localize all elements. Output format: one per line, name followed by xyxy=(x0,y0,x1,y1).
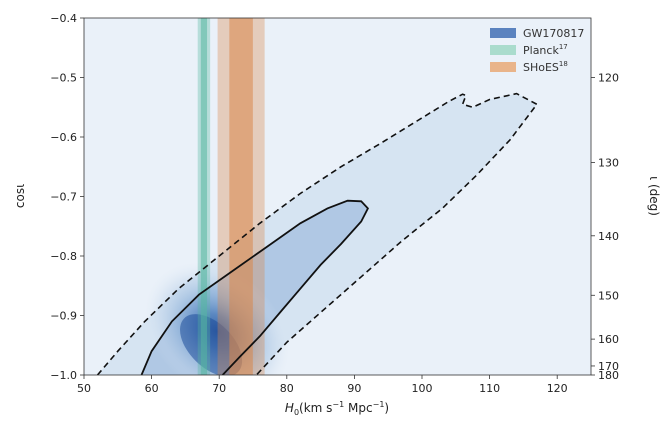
right-tick-label: 180 xyxy=(598,369,619,382)
contours xyxy=(96,92,539,375)
y-tick-label: −0.6 xyxy=(50,131,77,144)
x-axis-label: H0(km s−1 Mpc−1) xyxy=(285,400,389,417)
y-tick-label: −0.9 xyxy=(50,310,77,323)
x-tick-label: 60 xyxy=(145,382,159,395)
x-tick-label: 120 xyxy=(547,382,568,395)
legend-swatch xyxy=(490,62,516,72)
h0-bands xyxy=(197,18,265,375)
right-tick-label: 170 xyxy=(598,360,619,373)
band-shoes-1sigma xyxy=(229,18,253,375)
legend-label: SHoES18 xyxy=(523,60,568,74)
x-tick-label: 80 xyxy=(280,382,294,395)
x-axis: 50 60 70 80 90 100 110 120 xyxy=(77,375,568,395)
contour-68-line xyxy=(140,199,369,375)
legend-label: Planck17 xyxy=(523,43,568,57)
gw-density xyxy=(97,93,537,375)
y-tick-label: −0.7 xyxy=(50,191,77,204)
y-axis-left: −1.0 −0.9 −0.8 −0.7 −0.6 −0.5 −0.4 xyxy=(50,12,84,382)
y-tick-label: −1.0 xyxy=(50,369,77,382)
band-planck-1sigma xyxy=(200,18,208,375)
legend-label: GW170817 xyxy=(523,27,584,40)
right-tick-label: 140 xyxy=(598,230,619,243)
y-axis-label-right: ι (deg) xyxy=(647,176,661,216)
y-tick-label: −0.5 xyxy=(50,72,77,85)
x-tick-label: 50 xyxy=(77,382,91,395)
legend-swatch xyxy=(490,45,516,55)
density-peak xyxy=(180,314,243,375)
legend: GW170817 Planck17 SHoES18 xyxy=(490,27,584,74)
y-tick-label: −0.8 xyxy=(50,250,77,263)
right-tick-label: 160 xyxy=(598,333,619,346)
right-tick-label: 120 xyxy=(598,72,619,85)
y-axis-label-left: cosι xyxy=(13,184,27,208)
x-tick-label: 110 xyxy=(479,382,500,395)
x-tick-label: 70 xyxy=(212,382,226,395)
x-tick-label: 100 xyxy=(412,382,433,395)
legend-swatch xyxy=(490,28,516,38)
right-tick-label: 150 xyxy=(598,289,619,302)
contour-95-line xyxy=(96,92,539,375)
right-tick-label: 130 xyxy=(598,156,619,169)
y-tick-label: −0.4 xyxy=(50,12,77,25)
x-tick-label: 90 xyxy=(347,382,361,395)
